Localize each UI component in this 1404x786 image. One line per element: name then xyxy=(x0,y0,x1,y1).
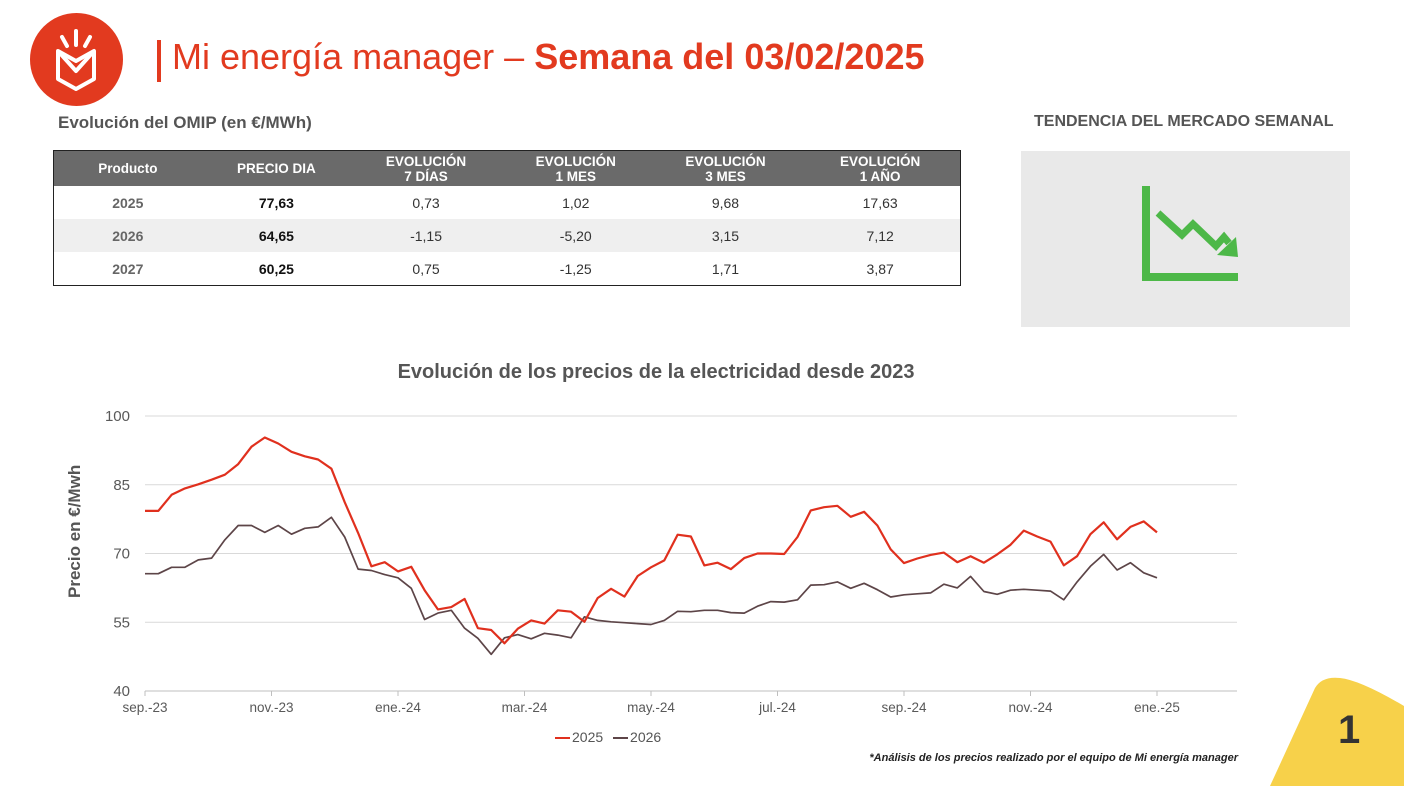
trend-panel xyxy=(1021,151,1350,327)
y-tick-label: 100 xyxy=(105,408,130,425)
cell-evo-1y: 7,12 xyxy=(800,219,961,252)
series-line-2025 xyxy=(145,436,1158,645)
cell-price: 64,65 xyxy=(201,219,352,252)
cell-evo-1m: 1,02 xyxy=(562,194,590,211)
cell-evo-3m: 9,68 xyxy=(711,194,740,211)
page-corner-shape xyxy=(1270,677,1404,786)
table-row: 2027 60,25 0,75 -1,25 1,71 3,87 xyxy=(54,252,961,286)
x-tick-label: nov.-23 xyxy=(249,700,293,715)
cell-evo-1m: -1,25 xyxy=(559,260,592,277)
x-tick-label: may.-24 xyxy=(627,700,675,715)
cell-product: 2026 xyxy=(53,219,202,252)
page-title-brand: Mi energía manager – xyxy=(172,36,525,77)
chart-series xyxy=(145,436,1158,656)
col-header-3m: EVOLUCIÓN 3 MES xyxy=(650,150,801,186)
legend-item-2025: 2025 xyxy=(555,729,603,745)
x-tick-label: sep.-24 xyxy=(881,700,927,715)
col-header-7d: EVOLUCIÓN 7 DÍAS xyxy=(351,150,501,186)
envelope-star-icon xyxy=(56,29,96,91)
cell-evo-7d: -1,15 xyxy=(351,219,501,252)
chart-legend: 2025 2026 xyxy=(555,729,667,745)
legend-item-2026: 2026 xyxy=(613,729,661,745)
cell-evo-1m: -5,20 xyxy=(500,219,651,252)
price-line-chart: 40 55 70 85 100 sep.-23 nov.-23 ene.-24 mar.-24… xyxy=(105,408,1237,715)
x-tick-label: ene.-25 xyxy=(1134,700,1180,715)
y-tick-label: 70 xyxy=(113,546,130,563)
col-header-price: PRECIO DIA xyxy=(201,150,352,186)
page-title: Mi energía manager – Semana del 03/02/20… xyxy=(172,36,925,78)
x-tick-label: ene.-24 xyxy=(375,700,421,715)
cell-price: 77,63 xyxy=(258,194,294,211)
omip-section-title: Evolución del OMIP (en €/MWh) xyxy=(58,113,312,132)
title-accent-bar xyxy=(157,40,161,82)
cell-evo-1y: 17,63 xyxy=(862,194,898,211)
series-line-2026 xyxy=(145,516,1158,656)
footnote: *Análisis de los precios realizado por e… xyxy=(869,752,1238,764)
legend-swatch-2026 xyxy=(613,737,629,740)
x-tick-label: nov.-24 xyxy=(1008,700,1053,715)
downtrend-chart-icon xyxy=(1142,186,1238,281)
x-axis-ticks: sep.-23 nov.-23 ene.-24 mar.-24 may.-24 jul.-… xyxy=(122,691,1180,715)
cell-evo-1y: 3,87 xyxy=(866,260,894,277)
page-title-week: Semana del 03/02/2025 xyxy=(534,36,925,77)
x-tick-label: mar.-24 xyxy=(502,700,548,715)
table-row: 2025 77,63 0,73 1,02 9,68 17,63 xyxy=(54,186,961,219)
cell-evo-3m: 3,15 xyxy=(650,219,801,252)
cell-evo-7d: 0,73 xyxy=(412,194,440,211)
brand-logo xyxy=(30,13,123,106)
omip-header-row: Producto PRECIO DIA EVOLUCIÓN 7 DÍAS EVOL… xyxy=(53,150,961,186)
table-row: 2026 64,65 -1,15 -5,20 3,15 7,12 xyxy=(53,219,961,252)
cell-evo-3m: 1,71 xyxy=(711,260,740,277)
cell-price: 60,25 xyxy=(258,260,294,277)
cell-product: 2025 xyxy=(112,194,144,211)
y-axis-ticks: 40 55 70 85 100 xyxy=(105,408,130,700)
cell-evo-7d: 0,75 xyxy=(412,260,440,277)
trend-section-title: TENDENCIA DEL MERCADO SEMANAL xyxy=(1034,113,1334,130)
y-tick-label: 85 xyxy=(113,477,130,494)
col-header-1y: EVOLUCIÓN 1 AÑO xyxy=(800,150,961,186)
x-tick-label: jul.-24 xyxy=(758,700,796,715)
col-header-product: Producto xyxy=(53,150,202,186)
cell-product: 2027 xyxy=(112,260,144,277)
y-tick-label: 40 xyxy=(113,683,130,700)
legend-swatch-2025 xyxy=(555,737,570,740)
chart-gridlines xyxy=(145,415,1237,623)
omip-table: Producto PRECIO DIA EVOLUCIÓN 7 DÍAS EVOL… xyxy=(53,150,961,286)
chart-title: Evolución de los precios de la electrici… xyxy=(397,361,915,383)
page-number: 1 xyxy=(1338,708,1361,752)
x-tick-label: sep.-23 xyxy=(122,700,167,715)
y-tick-label: 55 xyxy=(113,614,130,631)
col-header-1m: EVOLUCIÓN 1 MES xyxy=(500,150,651,186)
